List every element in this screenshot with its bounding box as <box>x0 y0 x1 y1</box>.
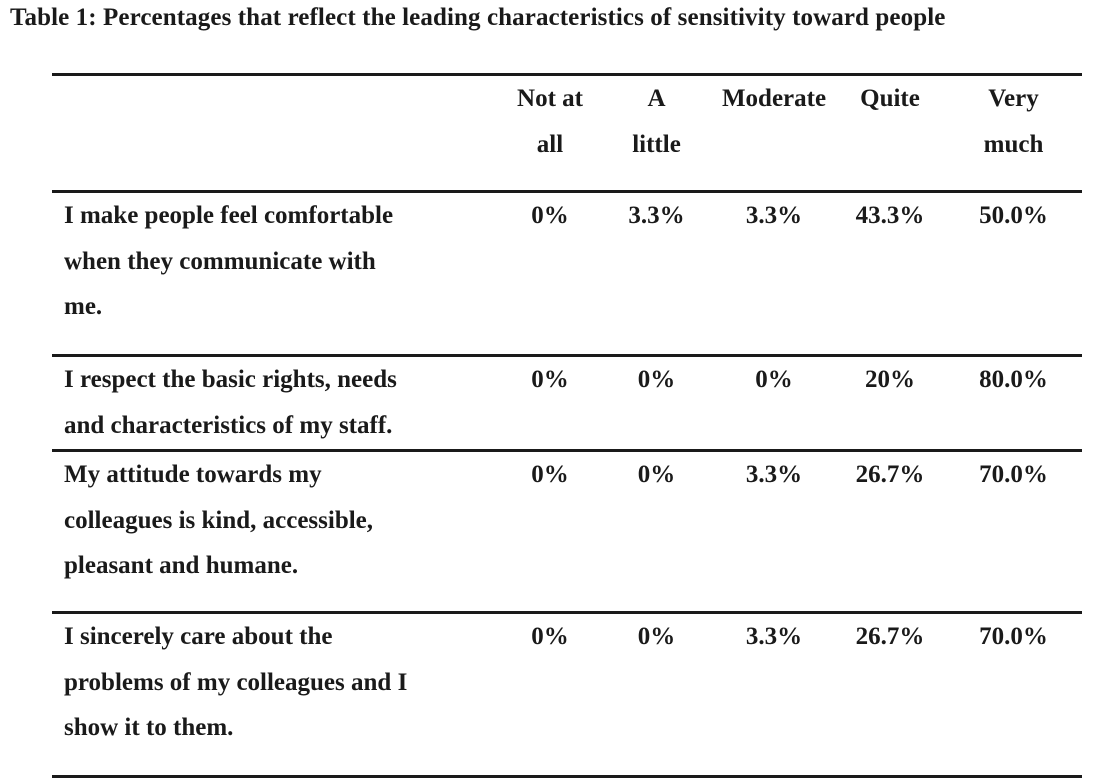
value-a-little: 0% <box>637 461 676 488</box>
table-row: I respect the basic rights, needs and cha… <box>52 355 1082 451</box>
value-a-little: 0% <box>637 366 676 393</box>
table-caption: Table 1: Percentages that reflect the le… <box>10 4 946 31</box>
column-header-moderate: Moderate <box>721 85 827 112</box>
value-very-much: 70.0% <box>979 461 1048 488</box>
value-quite: 20% <box>865 366 915 393</box>
value-not-at-all: 0% <box>531 366 569 393</box>
table-row: I make people feel comfortable when they … <box>52 191 1082 356</box>
value-moderate: 3.3% <box>745 623 803 650</box>
header-empty-cell <box>52 75 500 192</box>
value-very-much: 70.0% <box>979 623 1048 650</box>
row-label: I respect the basic rights, needs and cha… <box>64 366 397 439</box>
value-moderate: 0% <box>755 366 793 393</box>
value-very-much: 80.0% <box>979 366 1048 393</box>
value-quite: 43.3% <box>855 202 925 229</box>
value-not-at-all: 0% <box>531 623 569 650</box>
value-not-at-all: 0% <box>531 202 569 229</box>
row-label: I make people feel comfortable when they … <box>64 202 394 320</box>
table-row: My attitude towards my colleagues is kind… <box>52 450 1082 613</box>
value-moderate: 3.3% <box>745 461 803 488</box>
value-quite: 26.7% <box>855 461 925 488</box>
table-row: I sincerely care about the problems of my… <box>52 612 1082 777</box>
column-header-not-at-all: Not at all <box>517 85 583 158</box>
value-quite: 26.7% <box>855 623 925 650</box>
value-a-little: 0% <box>637 623 676 650</box>
value-very-much: 50.0% <box>979 202 1048 229</box>
column-header-very-much: Very much <box>983 85 1044 158</box>
value-not-at-all: 0% <box>531 461 569 488</box>
value-moderate: 3.3% <box>745 202 803 229</box>
row-label: My attitude towards my colleagues is kind… <box>64 461 374 579</box>
column-header-quite: Quite <box>860 85 920 112</box>
value-a-little: 3.3% <box>628 202 685 229</box>
row-label: I sincerely care about the problems of my… <box>64 623 408 741</box>
